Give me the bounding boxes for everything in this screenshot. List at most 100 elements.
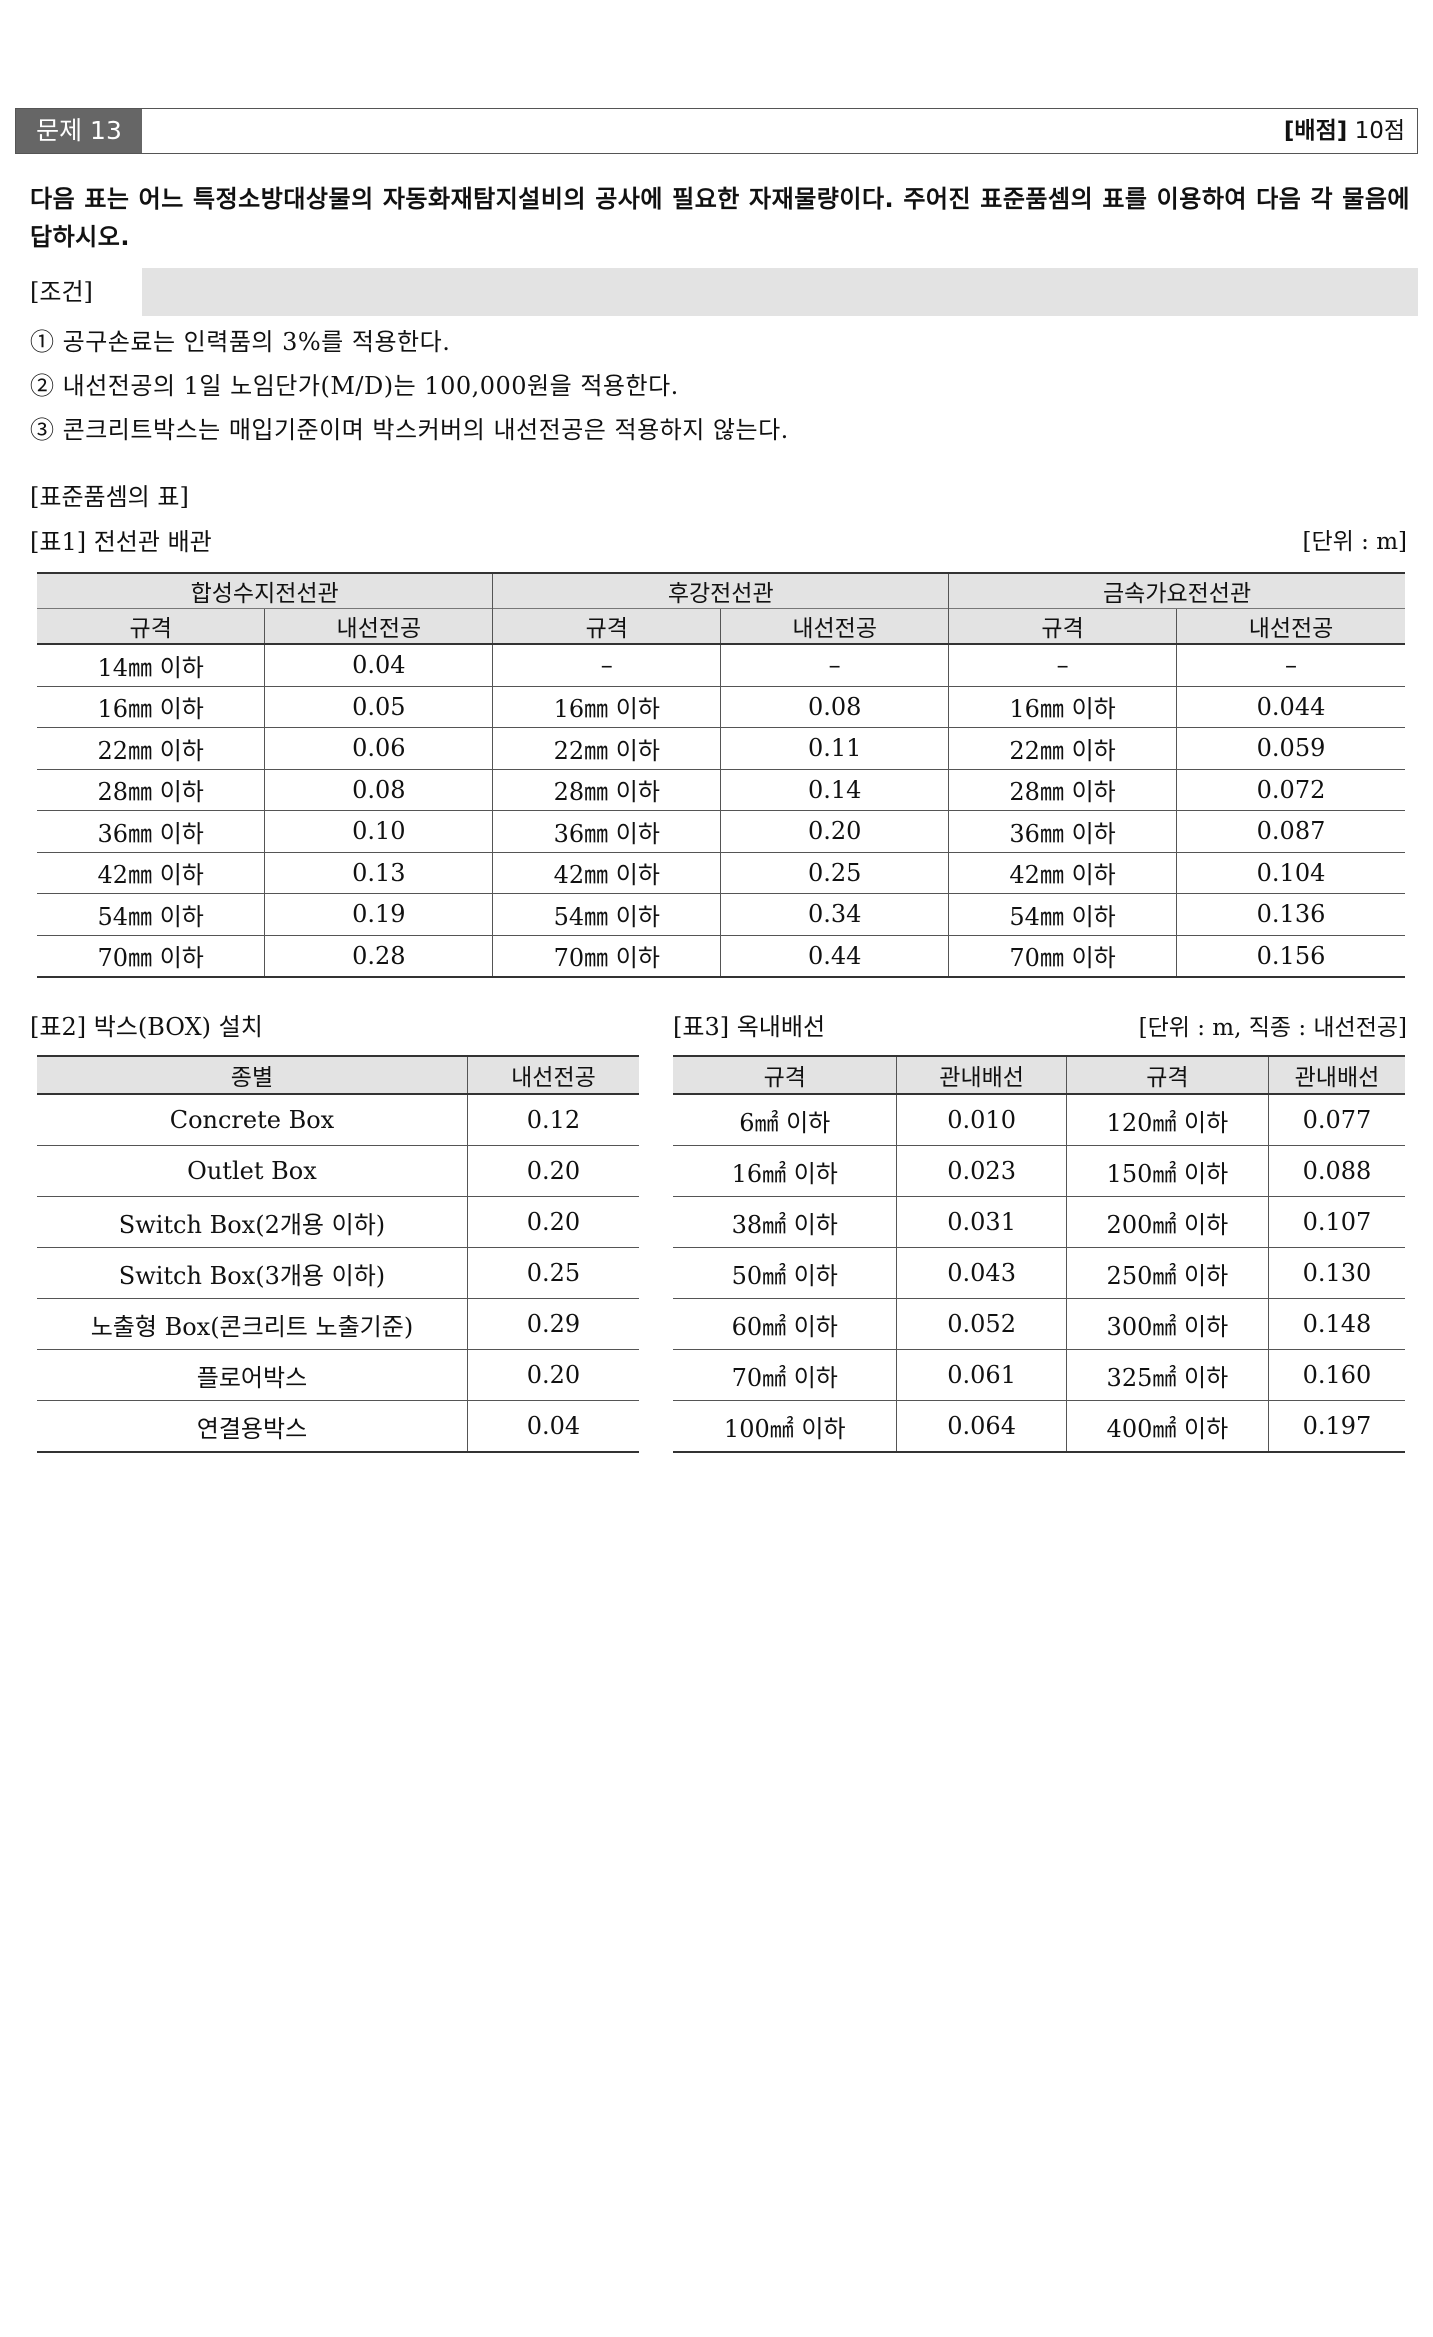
table-cell: 38㎟ 이하 xyxy=(673,1196,897,1248)
std-heading: [표준품셈의 표] xyxy=(30,483,189,511)
table-cell: 42㎜ 이하 xyxy=(948,852,1177,894)
table-cell: 0.04 xyxy=(466,1400,639,1453)
table-cell: 70㎜ 이하 xyxy=(948,935,1177,978)
table-cell: 16㎜ 이하 xyxy=(37,686,265,728)
column-header: 규격 xyxy=(948,608,1177,645)
table1-title: [표1] 전선관 배관 xyxy=(30,528,212,556)
table-cell: 0.130 xyxy=(1267,1247,1405,1299)
table-cell: – xyxy=(492,644,721,687)
table-cell: 14㎜ 이하 xyxy=(37,644,265,687)
table-cell: 300㎟ 이하 xyxy=(1065,1298,1269,1350)
table-row: 70㎜ 이하 0.28 70㎜ 이하 0.44 70㎜ 이하 0.156 xyxy=(37,935,1405,978)
table-cell: 0.059 xyxy=(1176,727,1405,770)
table-row: 16㎟ 이하 0.023 150㎟ 이하 0.088 xyxy=(673,1145,1405,1197)
table-cell: 60㎟ 이하 xyxy=(673,1298,897,1350)
table-row: Outlet Box 0.20 xyxy=(37,1145,639,1197)
table-cell: Concrete Box xyxy=(37,1094,468,1146)
table-cell: 0.031 xyxy=(896,1196,1067,1248)
table-cell: 36㎜ 이하 xyxy=(37,810,265,853)
condition-item: ③ 콘크리트박스는 매입기준이며 박스커버의 내선전공은 적용하지 않는다. xyxy=(30,416,789,444)
table-cell: – xyxy=(720,644,949,687)
table-cell: 0.20 xyxy=(466,1196,639,1248)
table-cell: 54㎜ 이하 xyxy=(37,893,265,936)
table-cell: 0.20 xyxy=(466,1349,639,1401)
column-header: 규격 xyxy=(492,608,721,645)
table-row: 22㎜ 이하 0.06 22㎜ 이하 0.11 22㎜ 이하 0.059 xyxy=(37,727,1405,770)
box-table: 종별 내선전공 Concrete Box 0.12 Outlet Box 0.20 Sw… xyxy=(37,1055,639,1453)
column-header: 규격 xyxy=(37,608,265,645)
table-cell: 0.148 xyxy=(1267,1298,1405,1350)
table-cell: 70㎜ 이하 xyxy=(37,935,265,978)
table-cell: 0.023 xyxy=(896,1145,1067,1197)
table-cell: 0.197 xyxy=(1267,1400,1405,1453)
table-cell: – xyxy=(948,644,1177,687)
column-header: 관내배선 xyxy=(896,1055,1067,1095)
table-cell: 0.08 xyxy=(264,769,493,811)
table-row: 노출형 Box(콘크리트 노출기준) 0.29 xyxy=(37,1298,639,1350)
table-row: 플로어박스 0.20 xyxy=(37,1349,639,1401)
table-row: 14㎜ 이하 0.04– – – – xyxy=(37,644,1405,687)
table-cell: 28㎜ 이하 xyxy=(37,769,265,811)
table-row: Switch Box(3개용 이하) 0.25 xyxy=(37,1247,639,1299)
table3-title: [표3] 옥내배선 xyxy=(673,1013,826,1041)
score-label: [배점] xyxy=(1283,118,1348,144)
table-cell: 0.10 xyxy=(264,810,493,853)
table-row: 50㎟ 이하 0.043 250㎟ 이하 0.130 xyxy=(673,1247,1405,1299)
table-cell: 70㎟ 이하 xyxy=(673,1349,897,1401)
wiring-table: 규격 관내배선 규격 관내배선 6㎟ 이하 0.010 120㎟ 이하 0.077 16… xyxy=(673,1055,1405,1453)
table-cell: 0.156 xyxy=(1176,935,1405,978)
table-cell: – xyxy=(1176,644,1405,687)
table-cell: 0.061 xyxy=(896,1349,1067,1401)
table-row: 6㎟ 이하 0.010 120㎟ 이하 0.077 xyxy=(673,1094,1405,1146)
problem-header: 문제 13 [배점] 10점 xyxy=(15,108,1418,154)
table-cell: 150㎟ 이하 xyxy=(1065,1145,1269,1197)
column-group: 후강전선관 xyxy=(492,572,949,609)
score-value: 10점 xyxy=(1354,118,1405,144)
table-row: 70㎟ 이하 0.061 325㎟ 이하 0.160 xyxy=(673,1349,1405,1401)
table-cell: Switch Box(2개용 이하) xyxy=(37,1196,468,1248)
table-cell: 6㎟ 이하 xyxy=(673,1094,897,1146)
condition-item: ① 공구손료는 인력품의 3%를 적용한다. xyxy=(30,328,451,356)
table-cell: 0.25 xyxy=(720,852,949,894)
table-cell: 플로어박스 xyxy=(37,1349,468,1401)
table-cell: 36㎜ 이하 xyxy=(948,810,1177,853)
table-cell: 0.20 xyxy=(720,810,949,853)
table-cell: 0.052 xyxy=(896,1298,1067,1350)
table-cell: 0.20 xyxy=(466,1145,639,1197)
table-cell: 노출형 Box(콘크리트 노출기준) xyxy=(37,1298,468,1350)
table3-unit: [단위 : m, 직종 : 내선전공] xyxy=(1138,1015,1407,1041)
column-header: 종별 xyxy=(37,1055,468,1095)
table-cell: 0.11 xyxy=(720,727,949,770)
table1-unit: [단위 : m] xyxy=(1302,529,1407,555)
column-header: 내선전공 xyxy=(264,608,493,645)
table-cell: 0.28 xyxy=(264,935,493,978)
column-header: 내선전공 xyxy=(466,1055,639,1095)
table-cell: 0.05 xyxy=(264,686,493,728)
table-cell: 0.12 xyxy=(466,1094,639,1146)
table-cell: 36㎜ 이하 xyxy=(492,810,721,853)
column-header: 내선전공 xyxy=(1176,608,1405,645)
table-row: Switch Box(2개용 이하) 0.20 xyxy=(37,1196,639,1248)
table-cell: 22㎜ 이하 xyxy=(37,727,265,770)
table-cell: 0.13 xyxy=(264,852,493,894)
table-row: 16㎜ 이하 0.05 16㎜ 이하 0.08 16㎜ 이하 0.044 xyxy=(37,686,1405,728)
table-cell: 0.14 xyxy=(720,769,949,811)
column-header: 규격 xyxy=(673,1055,897,1095)
table-cell: 0.29 xyxy=(466,1298,639,1350)
table-cell: 0.107 xyxy=(1267,1196,1405,1248)
table-row: 54㎜ 이하 0.19 54㎜ 이하 0.34 54㎜ 이하 0.136 xyxy=(37,893,1405,936)
question-text: 다음 표는 어느 특정소방대상물의 자동화재탐지설비의 공사에 필요한 자재물량… xyxy=(30,185,1410,251)
table-cell: 0.088 xyxy=(1267,1145,1405,1197)
column-group: 금속가요전선관 xyxy=(948,572,1405,609)
table-row: 42㎜ 이하 0.13 42㎜ 이하 0.25 42㎜ 이하 0.104 xyxy=(37,852,1405,894)
table-cell: 28㎜ 이하 xyxy=(492,769,721,811)
table-cell: 0.044 xyxy=(1176,686,1405,728)
table-cell: 0.25 xyxy=(466,1247,639,1299)
table-cell: 연결용박스 xyxy=(37,1400,468,1453)
table-header-row: 규격 관내배선 규격 관내배선 xyxy=(673,1055,1405,1095)
table-cell: 0.043 xyxy=(896,1247,1067,1299)
table-cell: 0.077 xyxy=(1267,1094,1405,1146)
table-cell: 0.160 xyxy=(1267,1349,1405,1401)
table-cell: 0.087 xyxy=(1176,810,1405,853)
table2-title: [표2] 박스(BOX) 설치 xyxy=(30,1013,263,1041)
